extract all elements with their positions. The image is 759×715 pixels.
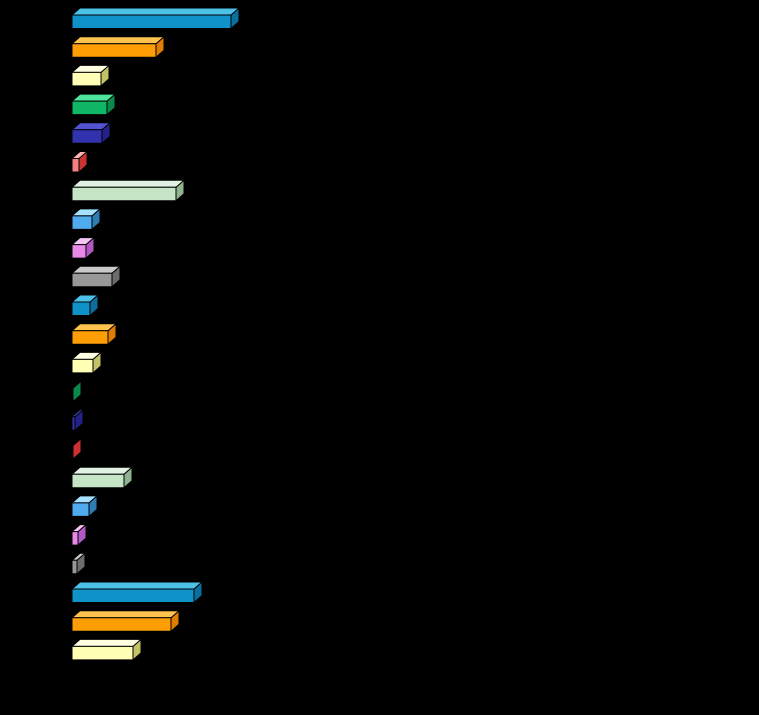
bar-front-face: [71, 71, 102, 87]
bar-front-face: [71, 645, 134, 661]
bar-row-13-pale-yellow: [70, 351, 103, 375]
bar-row-15-navy-blue: [70, 408, 85, 432]
bar-row-11-azure-blue: [70, 293, 100, 317]
bar-top-face: [70, 581, 204, 590]
bar-top-face: [70, 36, 166, 45]
bar-front-face: [71, 617, 172, 632]
bar-row-18-sky-blue: [70, 494, 99, 518]
bar-row-14-green: [70, 379, 83, 403]
bar-front-face: [71, 387, 74, 403]
bar-top-face: [70, 610, 181, 619]
bar-row-8-sky-blue: [70, 207, 102, 231]
bar-row-20-gray: [70, 552, 87, 575]
bar-row-7-pale-green: [70, 179, 186, 202]
bar-row-23-pale-yellow: [70, 638, 143, 662]
bar-front-face: [71, 43, 157, 58]
bar-front-face: [71, 272, 113, 288]
bar-row-2-orange: [70, 35, 166, 59]
bar-front-face: [71, 531, 79, 546]
bar-top-face: [70, 93, 117, 102]
bar-front-face: [71, 559, 78, 575]
bar-front-face: [71, 330, 109, 345]
bar-front-face: [71, 244, 87, 259]
bar-row-3-pale-yellow: [70, 64, 111, 88]
bar-top-face: [70, 7, 241, 16]
bar-row-6-salmon-red: [70, 150, 89, 174]
bar-row-10-gray: [70, 265, 122, 288]
bar-row-19-violet: [70, 523, 88, 547]
bar-front-face: [71, 416, 76, 431]
bar-row-9-violet: [70, 236, 96, 260]
bar-row-21-azure-blue: [70, 580, 204, 604]
bar-front-face: [71, 215, 93, 230]
bar-row-22-orange: [70, 609, 181, 633]
bar-front-face: [71, 158, 80, 173]
bar-row-4-green: [70, 92, 117, 116]
bar-row-5-navy-blue: [70, 121, 112, 145]
bar-front-face: [71, 14, 232, 29]
bar-front-face: [71, 186, 177, 202]
bar-row-1-azure-blue: [70, 6, 241, 30]
bar-row-16-salmon-red: [70, 437, 83, 461]
bar-front-face: [71, 473, 125, 489]
bar-front-face: [71, 301, 91, 316]
bar-row-12-orange: [70, 322, 118, 346]
bar-top-face: [70, 265, 122, 274]
bar-front-face: [71, 502, 90, 517]
bar-top-face: [70, 323, 118, 332]
bar-front-face: [71, 129, 103, 144]
bar-row-17-pale-green: [70, 466, 134, 489]
bar-front-face: [71, 358, 94, 374]
bar-top-face: [70, 638, 143, 647]
bar-front-face: [71, 100, 108, 116]
bar-top-face: [70, 466, 134, 475]
bar-front-face: [71, 588, 195, 603]
bar-front-face: [71, 445, 74, 460]
bar-top-face: [70, 179, 186, 188]
